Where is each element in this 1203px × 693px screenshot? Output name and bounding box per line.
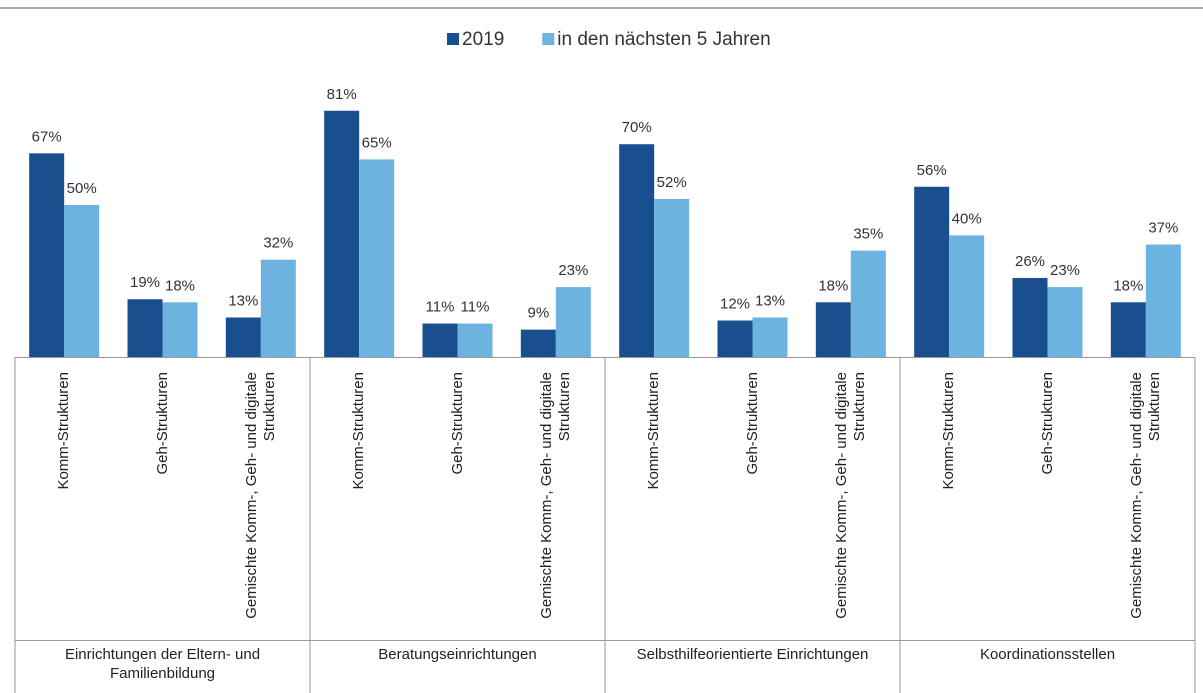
legend-label: 2019 (462, 29, 504, 50)
category-label: Geh-Strukturen (153, 372, 171, 475)
value-label: 11% (426, 299, 455, 316)
value-label: 18% (818, 277, 848, 294)
value-label: 32% (263, 235, 293, 252)
value-label: 81% (327, 86, 357, 103)
bar (654, 198, 690, 357)
bar (457, 323, 493, 357)
category-label: Komm-Strukturen (940, 372, 958, 490)
category-label: Gemischte Komm-, Geh- und digitale Struk… (242, 372, 278, 619)
value-label: 56% (917, 162, 947, 179)
category-label: Komm-Strukturen (350, 372, 368, 490)
bar (914, 186, 950, 357)
category-label: Gemischte Komm-, Geh- und digitale Struk… (832, 372, 868, 619)
bar (717, 320, 753, 357)
value-label: 52% (657, 174, 687, 191)
value-label: 37% (1148, 220, 1178, 237)
bar (1047, 287, 1083, 357)
value-label: 23% (558, 262, 588, 279)
bar (260, 259, 296, 357)
value-label: 12% (720, 296, 750, 313)
bar (324, 110, 360, 357)
category-label: Geh-Strukturen (743, 372, 761, 475)
category-label: Komm-Strukturen (55, 372, 73, 490)
category-label: Komm-Strukturen (645, 372, 663, 490)
bar (850, 250, 886, 357)
bar (752, 317, 788, 357)
bar (555, 287, 591, 357)
bar (127, 299, 163, 357)
bar (520, 329, 556, 357)
value-label: 9% (527, 305, 549, 322)
value-label: 70% (622, 119, 652, 136)
value-label: 67% (32, 128, 62, 145)
value-label: 13% (755, 292, 785, 309)
group-label: Einrichtungen der Eltern- und Familienbi… (64, 646, 261, 682)
category-label: Gemischte Komm-, Geh- und digitale Struk… (1127, 372, 1163, 619)
bar (815, 302, 851, 357)
bar (619, 144, 655, 357)
bar (64, 205, 100, 357)
value-label: 18% (165, 277, 195, 294)
category-label: Geh-Strukturen (1038, 372, 1056, 475)
bar (1110, 302, 1146, 357)
bar (949, 235, 985, 357)
value-label: 50% (67, 180, 97, 197)
value-label: 18% (1113, 277, 1143, 294)
value-label: 35% (853, 226, 883, 243)
bar (1012, 277, 1048, 357)
bar (29, 153, 65, 357)
value-label: 26% (1015, 253, 1045, 270)
bar (1145, 244, 1181, 357)
category-label: Gemischte Komm-, Geh- und digitale Struk… (537, 372, 573, 619)
legend-swatch (542, 33, 555, 45)
value-label: 11% (461, 299, 490, 316)
value-label: 23% (1050, 262, 1080, 279)
value-label: 13% (228, 292, 258, 309)
legend-label: in den nächsten 5 Jahren (557, 29, 770, 50)
category-label: Geh-Strukturen (448, 372, 466, 475)
group-label: Koordinationsstellen (979, 646, 1116, 663)
value-label: 40% (952, 210, 982, 227)
value-label: 19% (130, 274, 160, 291)
bar (225, 317, 261, 357)
bar (422, 323, 458, 357)
legend-swatch (447, 33, 459, 45)
value-label: 65% (362, 134, 392, 151)
bar (359, 159, 395, 357)
group-label: Beratungseinrichtungen (378, 646, 537, 663)
bar (162, 302, 198, 357)
group-label: Selbsthilfeorientierte Einrichtungen (636, 646, 869, 663)
